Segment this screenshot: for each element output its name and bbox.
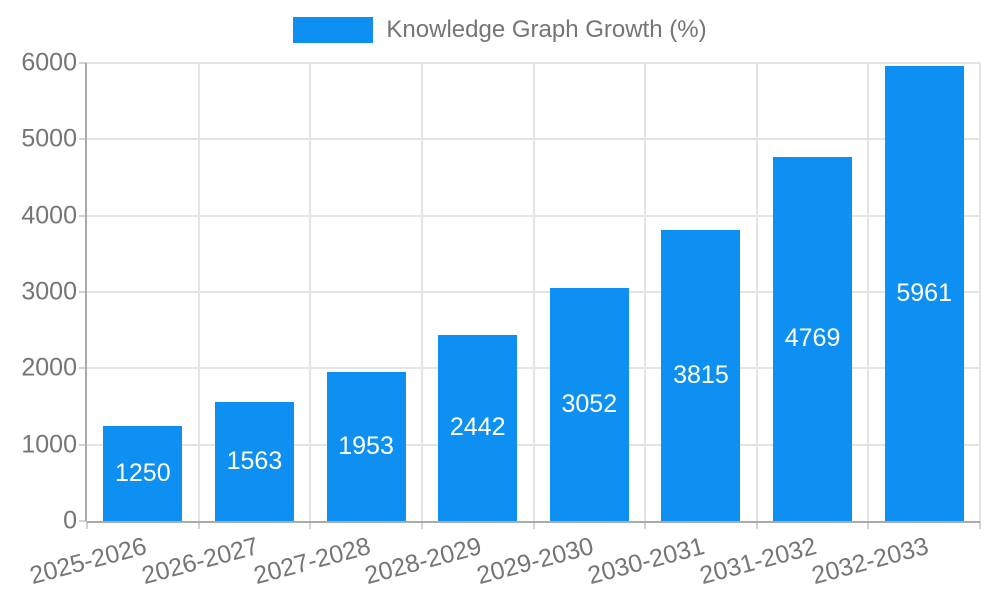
y-axis-tick-label: 5000 xyxy=(21,124,77,153)
bar: 2442 xyxy=(438,334,518,521)
x-axis-tick-label: 2028-2029 xyxy=(361,532,485,591)
x-axis-tick-label: 2032-2033 xyxy=(808,532,932,591)
bar: 1563 xyxy=(214,401,294,521)
x-axis-line xyxy=(87,521,980,523)
bar: 3052 xyxy=(549,288,629,521)
y-axis-tick xyxy=(79,367,87,370)
x-axis-tick xyxy=(86,521,88,529)
y-axis-tick-label: 2000 xyxy=(21,353,77,382)
x-axis-tick xyxy=(532,521,535,529)
gridline-vertical xyxy=(755,63,758,521)
chart-legend: Knowledge Graph Growth (%) xyxy=(0,16,1000,44)
legend-swatch xyxy=(293,17,374,43)
x-axis-tick-label: 2027-2028 xyxy=(250,532,374,591)
gridline-vertical xyxy=(644,63,647,521)
x-axis-tick xyxy=(309,521,312,529)
bar: 5961 xyxy=(884,65,964,521)
legend-label: Knowledge Graph Growth (%) xyxy=(386,16,707,43)
y-axis-tick-label: 4000 xyxy=(21,201,77,230)
y-axis-tick xyxy=(79,62,87,64)
bar: 1250 xyxy=(103,425,183,521)
y-axis-tick xyxy=(79,443,87,446)
bar-value-label: 5961 xyxy=(896,278,952,307)
bar-value-label: 3815 xyxy=(673,360,729,389)
y-axis-line xyxy=(85,63,87,521)
x-axis-tick-label: 2030-2031 xyxy=(585,532,708,591)
gridline-vertical xyxy=(979,63,981,521)
x-axis-tick-label: 2026-2027 xyxy=(138,532,262,591)
gridline-vertical xyxy=(420,63,423,521)
x-axis-tick xyxy=(755,521,758,529)
gridline-vertical xyxy=(867,63,870,521)
y-axis-tick-label: 0 xyxy=(63,506,77,535)
x-axis-tick xyxy=(979,521,981,529)
bar: 1953 xyxy=(326,371,406,521)
x-axis-tick-label: 2031-2032 xyxy=(696,532,820,591)
x-axis-tick xyxy=(644,521,647,529)
bar-value-label: 1953 xyxy=(338,431,394,460)
bar-value-label: 1250 xyxy=(115,458,171,487)
y-axis-tick xyxy=(79,520,87,522)
x-axis-tick xyxy=(867,521,870,529)
bar: 3815 xyxy=(661,229,741,521)
x-axis-tick xyxy=(420,521,423,529)
gridline-vertical xyxy=(309,63,312,521)
y-axis-tick-label: 6000 xyxy=(21,48,77,77)
x-axis-tick-label: 2025-2026 xyxy=(27,532,150,591)
y-axis-tick xyxy=(79,138,87,141)
gridline-vertical xyxy=(532,63,535,521)
legend-item[interactable]: Knowledge Graph Growth (%) xyxy=(293,16,707,44)
gridline-vertical xyxy=(197,63,200,521)
x-axis-tick-label: 2029-2030 xyxy=(473,532,597,591)
bar-value-label: 2442 xyxy=(449,413,506,442)
bar-value-label: 1563 xyxy=(226,446,283,475)
bar-value-label: 3052 xyxy=(561,390,618,418)
bar-value-label: 4769 xyxy=(784,324,841,353)
y-axis-tick-label: 1000 xyxy=(21,430,77,459)
y-axis-tick xyxy=(79,214,87,217)
y-axis-tick xyxy=(79,291,87,293)
x-axis-tick xyxy=(197,521,200,529)
bar: 4769 xyxy=(773,156,853,521)
y-axis-tick-label: 3000 xyxy=(21,277,77,306)
